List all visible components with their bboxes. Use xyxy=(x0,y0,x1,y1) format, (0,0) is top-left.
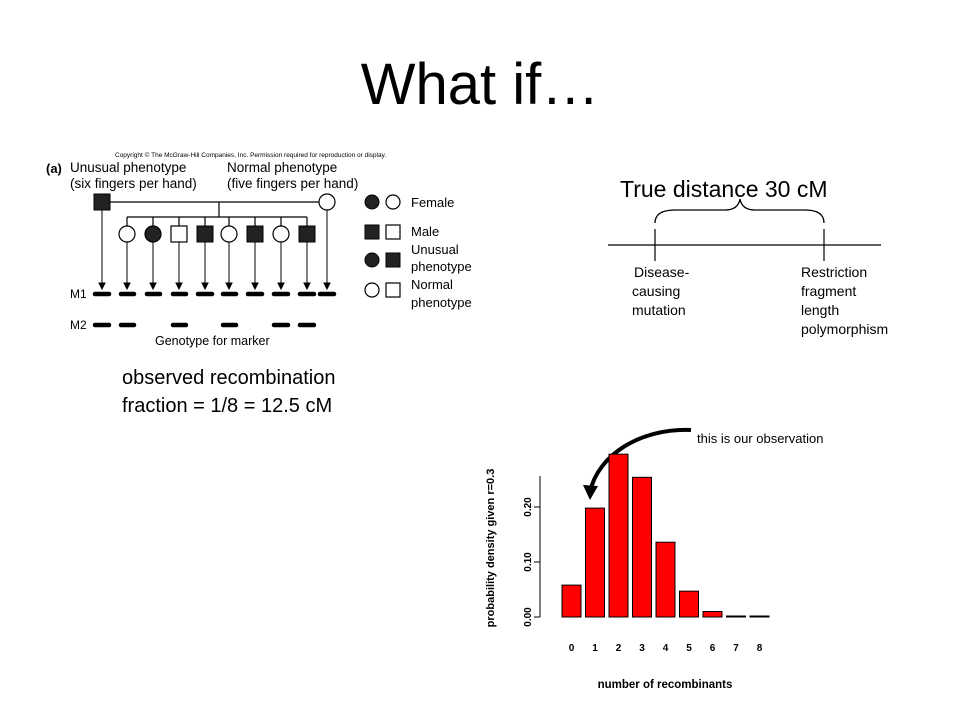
pedigree-legend: Female Male Unusual phenotype Normal phe… xyxy=(364,194,472,310)
x-tick-label: 7 xyxy=(733,643,739,654)
distance-brace xyxy=(654,198,825,224)
affected-father-symbol xyxy=(93,193,111,211)
legend-unusual-2: phenotype xyxy=(411,259,472,274)
copyright-text: Copyright © The McGraw-Hill Companies, I… xyxy=(115,151,386,159)
genotype-caption: Genotype for marker xyxy=(155,334,270,348)
x-tick-label: 3 xyxy=(639,643,645,654)
child-4-symbol xyxy=(196,225,214,243)
observation-arrow xyxy=(588,427,692,493)
observed-recombination-text: observed recombination fraction = 1/8 = … xyxy=(122,364,335,420)
slide-title: What if… xyxy=(360,52,600,117)
x-tick-label: 2 xyxy=(616,643,622,654)
bar-5 xyxy=(679,590,699,618)
bar-0 xyxy=(561,584,582,618)
bar-4 xyxy=(655,541,676,618)
x-tick-label: 4 xyxy=(663,643,669,654)
y-axis-label: probability density given r=0.3 xyxy=(485,469,497,628)
legend-male: Male xyxy=(411,224,439,239)
observation-annotation: this is our observation xyxy=(697,431,823,446)
y-tick-label: 0.10 xyxy=(523,552,534,572)
legend-normal-2: phenotype xyxy=(411,295,472,310)
x-axis-label: number of recombinants xyxy=(598,679,733,691)
pedigree-figure: Copyright © The McGraw-Hill Companies, I… xyxy=(46,151,472,348)
unaffected-mother-symbol xyxy=(318,193,336,211)
observation-arrowhead xyxy=(583,485,598,500)
child-7-symbol xyxy=(272,225,290,243)
x-tick-label: 6 xyxy=(710,643,716,654)
unusual-phenotype-label: Unusual phenotype xyxy=(70,160,186,175)
y-tick-label: 0.00 xyxy=(523,607,534,627)
child-6-symbol xyxy=(246,225,264,243)
panel-label: (a) xyxy=(46,161,62,176)
observed-line-2: fraction = 1/8 = 12.5 cM xyxy=(122,395,333,417)
right-locus-line-3: length xyxy=(801,302,839,318)
x-tick-label: 5 xyxy=(686,643,692,654)
inheritance-arrows xyxy=(98,210,331,291)
legend-female: Female xyxy=(411,195,454,210)
true-distance-label: True distance 30 cM xyxy=(620,176,828,202)
right-locus-label: Restriction fragment length polymorphism xyxy=(801,264,888,337)
m2-label: M2 xyxy=(70,318,87,332)
bar-1 xyxy=(585,507,605,618)
right-locus-line-4: polymorphism xyxy=(801,321,888,337)
bar-2 xyxy=(608,453,629,618)
bar-8 xyxy=(749,615,770,618)
x-tick-label: 1 xyxy=(592,643,598,654)
binomial-bar-chart: this is our observation 0.00 0.10 0.20 0 1 2… xyxy=(485,427,823,691)
x-tick-label: 0 xyxy=(569,643,575,654)
observed-line-1: observed recombination xyxy=(122,367,336,389)
bar-7 xyxy=(726,615,746,618)
right-locus-line-1: Restriction xyxy=(801,264,867,280)
x-tick-label: 8 xyxy=(757,643,763,654)
right-locus-line-2: fragment xyxy=(801,283,856,299)
unusual-phenotype-sub: (six fingers per hand) xyxy=(70,176,197,191)
left-locus-line-3: mutation xyxy=(632,302,686,318)
y-tick-label: 0.20 xyxy=(523,497,534,517)
legend-unusual-1: Unusual xyxy=(411,242,459,257)
child-2-symbol xyxy=(144,225,162,243)
children-row xyxy=(118,225,316,243)
bar-6 xyxy=(702,611,723,618)
left-locus-line-2: causing xyxy=(632,283,680,299)
normal-phenotype-label: Normal phenotype xyxy=(227,160,337,175)
child-8-symbol xyxy=(298,225,316,243)
child-3-symbol xyxy=(170,225,188,243)
left-locus-line-1: Disease- xyxy=(634,264,690,280)
child-1-symbol xyxy=(118,225,136,243)
legend-normal-1: Normal xyxy=(411,277,453,292)
m1-label: M1 xyxy=(70,287,87,301)
child-5-symbol xyxy=(220,225,238,243)
bar-3 xyxy=(632,476,652,618)
left-locus-label: Disease- causing mutation xyxy=(632,264,690,318)
genetic-map-diagram: True distance 30 cM Disease- causing mut… xyxy=(608,176,888,337)
normal-phenotype-sub: (five fingers per hand) xyxy=(227,176,358,191)
